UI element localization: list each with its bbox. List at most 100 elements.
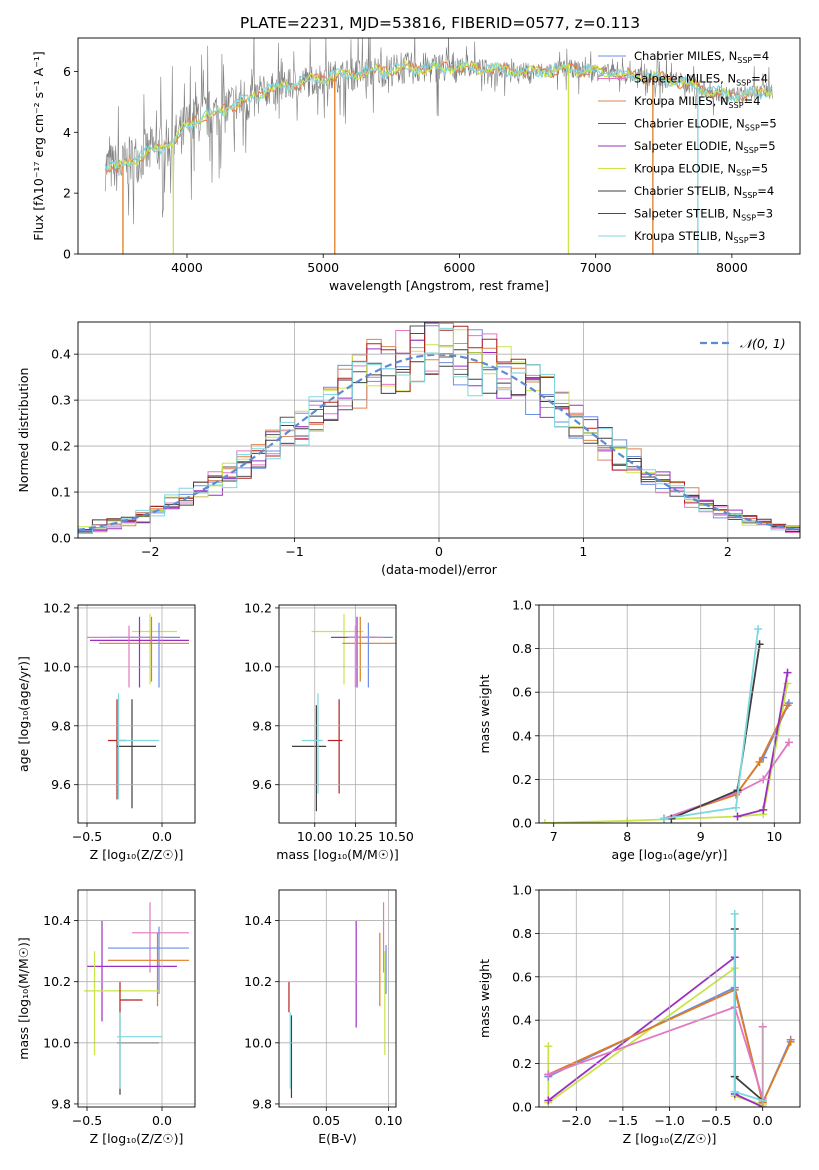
y-tick-label: 10.4	[244, 913, 272, 928]
legend-text: Salpeter STELIB, N	[634, 207, 741, 221]
legend-text: Kroupa ELODIE, N	[634, 162, 736, 176]
series-line	[547, 955, 764, 1107]
y-tick-label: 0.3	[51, 393, 71, 408]
x-tick-label: 10.00	[297, 829, 333, 844]
x-tick-label: 7000	[580, 260, 612, 275]
x-tick-label: 9	[697, 829, 705, 844]
x-tick-label: 0.0	[152, 829, 172, 844]
legend-entry: Chabrier STELIB, NSSP=4	[634, 184, 774, 200]
legend-text: Salpeter ELODIE, N	[634, 139, 744, 153]
legend-subscript: SSP	[742, 191, 757, 200]
legend-subscript: SSP	[741, 214, 756, 223]
x-tick-label: 2	[724, 544, 732, 559]
y-tick-label: 0.2	[512, 1056, 532, 1071]
y-axis-label: mass [log₁₀(M/M☉)]	[16, 937, 31, 1059]
legend-suffix: =4	[752, 49, 769, 63]
legend-entry: 𝒩(0, 1)	[740, 336, 786, 351]
y-axis-label: Normed distribution	[16, 368, 31, 493]
y-axis-label: age [log₁₀(age/yr)]	[16, 656, 31, 772]
legend-text: Chabrier MILES, N	[634, 49, 737, 63]
legend-subscript: SSP	[744, 146, 759, 155]
series-marker	[544, 1096, 553, 1105]
y-tick-label: 0.8	[512, 641, 532, 656]
x-tick-label: −1.5	[608, 1113, 638, 1128]
series-line	[547, 1006, 764, 1099]
x-axis-label: (data-model)/error	[381, 562, 498, 577]
legend-entry: Chabrier MILES, NSSP=4	[634, 49, 769, 65]
figure-title: PLATE=2231, MJD=53816, FIBERID=0577, z=0…	[240, 14, 640, 32]
y-tick-label: 6	[63, 64, 71, 79]
x-tick-label: 4000	[171, 260, 203, 275]
y-tick-label: 2	[63, 186, 71, 201]
series-marker	[730, 909, 739, 918]
legend-subscript: SSP	[737, 56, 752, 65]
x-tick-label: 0.05	[312, 1113, 340, 1128]
series-line	[663, 702, 790, 820]
series-line	[670, 644, 761, 820]
series-marker	[754, 624, 763, 633]
series-marker	[755, 757, 764, 766]
legend-subscript: SSP	[736, 169, 751, 178]
y-axis-label: mass weight	[477, 674, 492, 753]
chart-mass-vs-z: −0.5 0.0 9.8 10.0 10.2 10.4 Z [log₁₀(Z/Z☉)] mas…	[16, 889, 196, 1146]
legend-text: Chabrier STELIB, N	[634, 184, 742, 198]
series-marker	[544, 1070, 553, 1079]
chart-weight-vs-age: 7 8 9 10 0.0 0.2 0.4 0.6 0.8 1.0 age [log₁₀(age/yr…	[477, 598, 801, 862]
plot-frame	[77, 321, 801, 539]
x-tick-label: 1	[579, 544, 587, 559]
legend-suffix: =4	[757, 184, 774, 198]
chart-residuals: −2 −1 0 1 2 0.0 0.1 0.2 0.3 0.4 (data-model)/error…	[16, 321, 801, 577]
y-tick-label: 0.0	[512, 1100, 532, 1115]
y-tick-label: 0.6	[512, 969, 532, 984]
legend-entry: Kroupa STELIB, NSSP=3	[634, 229, 765, 245]
y-tick-label: 10.2	[43, 974, 71, 989]
chart-mass-vs-ebv: 0.05 0.10 9.8 10.0 10.2 10.4 E(B-V)	[244, 889, 402, 1146]
y-tick-label: 0.1	[51, 485, 71, 500]
x-axis-label: wavelength [Angstrom, rest frame]	[329, 278, 549, 293]
chart-spectrum: 4000 5000 6000 7000 8000 0 2 4 6 wavelength [Angs…	[31, 37, 801, 293]
series-marker	[732, 803, 741, 812]
legend-entry: Salpeter ELODIE, NSSP=5	[634, 139, 776, 155]
y-tick-label: 10.0	[43, 659, 71, 674]
legend-suffix: =5	[759, 139, 776, 153]
series-marker	[544, 1042, 553, 1051]
chart-age-vs-mass: 10.00 10.25 10.50 9.6 9.8 10.0 10.2 mass [log₁₀…	[244, 600, 414, 862]
legend-entry: Chabrier ELODIE, NSSP=5	[634, 117, 777, 133]
x-axis-label: E(B-V)	[318, 1131, 357, 1146]
legend-subscript: SSP	[745, 124, 760, 133]
y-tick-label: 10.0	[244, 659, 272, 674]
series-marker	[733, 812, 742, 821]
legend-suffix: =3	[756, 207, 773, 221]
plot-area	[292, 613, 396, 812]
x-tick-label: 8	[623, 829, 631, 844]
x-tick-label: 10.25	[337, 829, 373, 844]
y-tick-label: 0.8	[512, 926, 532, 941]
series-line	[547, 988, 792, 1106]
y-tick-label: 10.0	[244, 1035, 272, 1050]
y-tick-label: 10.0	[43, 1035, 71, 1050]
series-marker	[783, 668, 792, 677]
y-tick-label: 0.4	[51, 347, 71, 362]
plot-area	[104, 38, 774, 254]
x-tick-label: −1.0	[654, 1113, 684, 1128]
legend-text: Kroupa STELIB, N	[634, 229, 734, 243]
x-tick-label: 0.0	[152, 1113, 172, 1128]
x-tick-label: −0.5	[72, 1113, 102, 1128]
x-tick-label: 6000	[444, 260, 476, 275]
x-tick-label: 10	[766, 829, 782, 844]
y-tick-label: 10.2	[43, 600, 71, 615]
y-axis-label: Flux [fλ10⁻¹⁷ erg cm⁻² s⁻¹ A⁻¹]	[31, 51, 46, 240]
x-tick-label: −2.0	[561, 1113, 591, 1128]
y-tick-label: 0.4	[512, 728, 532, 743]
plot-frame	[278, 889, 397, 1108]
x-axis-label: age [log₁₀(age/yr)]	[612, 847, 728, 862]
y-tick-label: 0.4	[512, 1013, 532, 1028]
x-tick-label: −2	[141, 544, 159, 559]
legend-text: Chabrier ELODIE, N	[634, 117, 745, 131]
plot-frame	[538, 604, 801, 824]
x-tick-label: 7	[550, 829, 558, 844]
y-axis-label: mass weight	[477, 959, 492, 1038]
series-marker	[784, 738, 793, 747]
legend-subscript: SSP	[729, 101, 744, 110]
